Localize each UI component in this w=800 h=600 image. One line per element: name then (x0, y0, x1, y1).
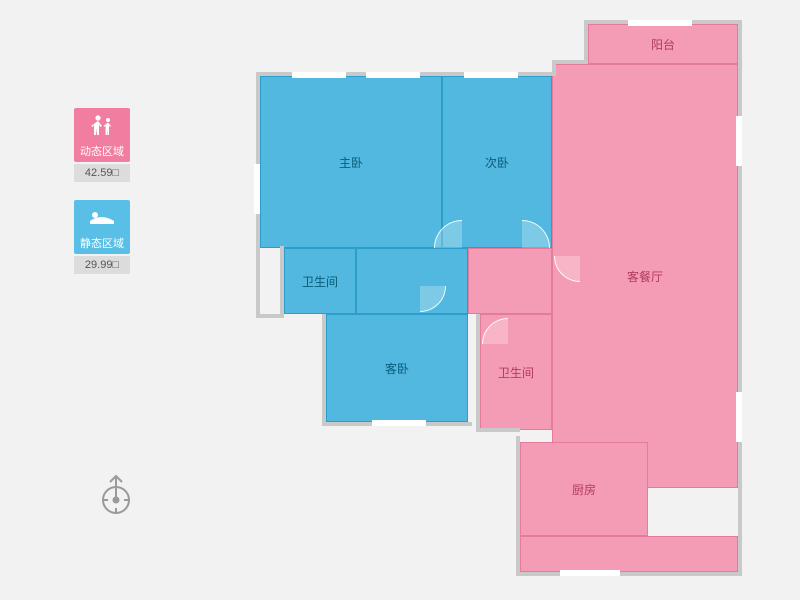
legend-dynamic-label: 动态区域 (74, 142, 130, 162)
frame-seg-3 (280, 246, 284, 318)
legend-static: 静态区域 29.99□ (74, 200, 138, 274)
room-hallway_pink (468, 248, 552, 314)
legend-dynamic-icon-box (74, 108, 130, 142)
frame-seg-12 (516, 436, 520, 576)
room-label-kitchen: 厨房 (572, 481, 596, 498)
frame-seg-13 (476, 428, 520, 432)
room-label-bathroom2: 卫生间 (498, 364, 534, 381)
legend-static-value: 29.99□ (74, 256, 130, 274)
window-5 (736, 392, 742, 442)
legend-panel: 动态区域 42.59□ 静态区域 29.99□ (74, 108, 138, 292)
window-2 (464, 72, 518, 78)
room-guest_bedroom: 客卧 (326, 314, 468, 422)
sleep-icon (87, 207, 117, 227)
frame-seg-4 (322, 314, 326, 426)
room-label-guest_bedroom: 客卧 (385, 360, 409, 377)
room-label-bathroom1: 卫生间 (302, 273, 338, 290)
legend-static-label: 静态区域 (74, 234, 130, 254)
frame-seg-14 (476, 314, 480, 432)
frame-seg-7 (552, 60, 588, 64)
room-kitchen: 厨房 (520, 442, 648, 536)
window-7 (560, 570, 620, 576)
frame-seg-10 (738, 20, 742, 576)
legend-dynamic-value: 42.59□ (74, 164, 130, 182)
legend-static-icon-box (74, 200, 130, 234)
compass-icon (98, 474, 134, 518)
room-label-balcony: 阳台 (651, 36, 675, 53)
legend-dynamic: 动态区域 42.59□ (74, 108, 138, 182)
window-4 (736, 116, 742, 166)
window-3 (628, 20, 692, 26)
room-bathroom1: 卫生间 (284, 248, 356, 314)
window-6 (372, 420, 426, 426)
room-label-second_bedroom: 次卧 (485, 154, 509, 171)
window-8 (254, 164, 260, 214)
room-bottom_strip (520, 536, 738, 572)
window-0 (292, 72, 346, 78)
room-master_bedroom: 主卧 (260, 76, 442, 248)
room-balcony: 阳台 (588, 24, 738, 64)
room-label-living_dining: 客餐厅 (627, 268, 663, 285)
room-label-master_bedroom: 主卧 (339, 154, 363, 171)
floorplan: 主卧次卧卫生间客卧阳台客餐厅卫生间厨房 (232, 24, 752, 576)
frame-seg-8 (584, 20, 588, 64)
room-corridor (356, 248, 468, 314)
people-icon (89, 114, 115, 136)
frame-seg-11 (516, 572, 742, 576)
window-1 (366, 72, 420, 78)
